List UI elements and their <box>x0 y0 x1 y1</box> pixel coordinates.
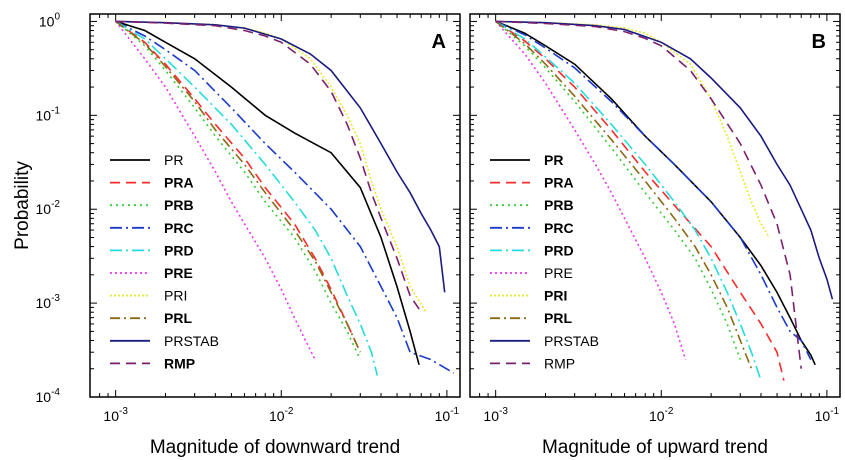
y-tick-label: 100 <box>39 11 61 29</box>
series-line-pra <box>495 20 785 381</box>
legend-label-rmp: RMP <box>164 355 195 371</box>
plot-frame <box>89 13 461 398</box>
series-line-pre <box>495 20 687 360</box>
series-line-pra <box>115 20 362 353</box>
series-line-prb <box>115 20 362 360</box>
y-tick-label: 10-2 <box>36 199 61 217</box>
panel-letter: B <box>812 31 826 53</box>
y-tick-label: 10-4 <box>36 387 61 405</box>
legend-label-pri: PRI <box>164 288 187 304</box>
legend-label-prl: PRL <box>164 310 192 326</box>
series-line-prl <box>115 20 362 353</box>
series-line-prb <box>495 20 742 360</box>
series-line-rmp <box>115 20 422 313</box>
legend-label-prd: PRD <box>164 242 194 258</box>
series-line-prl <box>495 20 753 369</box>
y-tick-label: 10-1 <box>36 105 61 123</box>
legend-label-prstab: PRSTAB <box>544 333 599 349</box>
legend-label-pri: PRI <box>544 288 567 304</box>
legend-label-prb: PRB <box>164 197 194 213</box>
series-line-rmp <box>495 20 802 369</box>
x-axis-label: Magnitude of downward trend <box>150 437 400 458</box>
x-tick-label: 10-3 <box>103 406 128 424</box>
legend-label-prc: PRC <box>544 220 574 236</box>
series-line-prc <box>495 20 812 360</box>
x-tick-label: 10-3 <box>483 406 508 424</box>
legend-label-pra: PRA <box>544 175 574 191</box>
legend-label-rmp: RMP <box>544 355 575 371</box>
x-tick-label: 10-1 <box>435 406 460 424</box>
panel-0: 10-3 10-2 10-1 100 10-1 10-2 10-3 10-4 Magnitude… <box>12 11 461 458</box>
legend-label-pr: PR <box>164 152 183 168</box>
x-axis-label: Magnitude of upward trend <box>542 437 768 458</box>
series-line-pr <box>115 20 420 366</box>
legend-label-prl: PRL <box>544 310 572 326</box>
series-line-pre <box>115 20 316 360</box>
series-line-prstab <box>495 20 834 300</box>
legend-label-prb: PRB <box>544 197 574 213</box>
legend-label-prc: PRC <box>164 220 194 236</box>
plot-frame <box>469 13 841 398</box>
series-line-prd <box>115 20 379 376</box>
series-line-pr <box>495 20 816 366</box>
series-line-pri <box>115 20 427 313</box>
y-axis-label: Probability <box>12 161 33 250</box>
legend-label-pre: PRE <box>544 265 573 281</box>
series-line-prc <box>115 20 455 374</box>
series-line-prd <box>495 20 762 381</box>
legend-label-prd: PRD <box>544 242 574 258</box>
series-line-pri <box>495 20 771 238</box>
panel-1: 10-3 10-2 10-1 Magnitude of upward trend B PR… <box>469 13 841 458</box>
legend-label-prstab: PRSTAB <box>164 333 219 349</box>
x-tick-label: 10-2 <box>269 406 294 424</box>
x-tick-label: 10-1 <box>815 406 840 424</box>
y-tick-label: 10-3 <box>36 293 61 311</box>
series-line-prstab <box>115 20 446 293</box>
legend-label-pr: PR <box>544 152 563 168</box>
legend-label-pre: PRE <box>164 265 193 281</box>
legend-label-pra: PRA <box>164 175 194 191</box>
x-tick-label: 10-2 <box>649 406 674 424</box>
panel-letter: A <box>432 31 446 53</box>
